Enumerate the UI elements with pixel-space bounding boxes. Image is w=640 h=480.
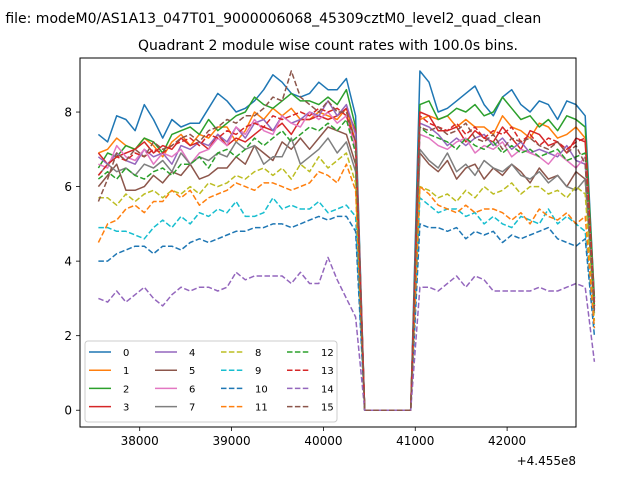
legend-label-8: 8 <box>255 348 261 359</box>
x-axis: 38000 39000 40000 41000 42000 <box>121 427 526 448</box>
series-line-6 <box>98 111 596 411</box>
x-tick-label: 42000 <box>488 434 526 448</box>
y-tick-label: 6 <box>64 180 72 194</box>
legend-label-15: 15 <box>321 403 334 414</box>
x-tick-label: 39000 <box>212 434 250 448</box>
legend-label-7: 7 <box>189 403 195 414</box>
x-tick-label: 41000 <box>396 434 434 448</box>
legend-label-9: 9 <box>255 366 261 377</box>
y-tick-label: 2 <box>64 329 72 343</box>
y-tick-label: 4 <box>64 255 72 269</box>
legend-label-6: 6 <box>189 384 195 395</box>
figure-suptitle: n file: modeM0/AS1A13_047T01_9000006068_… <box>0 11 541 27</box>
series-line-15 <box>97 70 596 411</box>
series-line-8 <box>98 152 596 411</box>
series-line-10 <box>98 215 596 411</box>
legend-label-5: 5 <box>189 366 195 377</box>
series-line-14 <box>98 256 596 411</box>
series-line-2 <box>97 88 596 411</box>
legend-label-3: 3 <box>123 403 129 414</box>
series-line-9 <box>98 197 596 411</box>
y-axis: 0 2 4 6 8 <box>64 106 80 418</box>
x-offset-label: +4.455e8 <box>517 454 576 468</box>
series-line-11 <box>97 163 596 411</box>
x-tick-label: 38000 <box>121 434 159 448</box>
chart-title: Quadrant 2 module wise count rates with … <box>138 38 518 54</box>
series-line-12 <box>97 118 596 411</box>
y-tick-label: 8 <box>64 106 72 120</box>
legend-label-4: 4 <box>189 348 195 359</box>
legend-label-14: 14 <box>321 384 334 395</box>
series-line-0 <box>97 70 596 411</box>
legend-label-12: 12 <box>321 348 334 359</box>
legend-label-11: 11 <box>255 403 268 414</box>
legend-label-0: 0 <box>123 348 129 359</box>
series-line-7 <box>97 137 596 411</box>
plot-lines <box>97 70 596 411</box>
legend-box <box>84 340 338 423</box>
legend-label-2: 2 <box>123 384 129 395</box>
series-line-13 <box>97 107 596 411</box>
x-tick-label: 40000 <box>304 434 342 448</box>
legend-label-1: 1 <box>123 366 129 377</box>
series-line-4 <box>97 100 596 411</box>
y-tick-label: 0 <box>64 404 72 418</box>
legend-label-10: 10 <box>255 384 268 395</box>
legend-label-13: 13 <box>321 366 334 377</box>
plot-frame <box>79 57 577 428</box>
